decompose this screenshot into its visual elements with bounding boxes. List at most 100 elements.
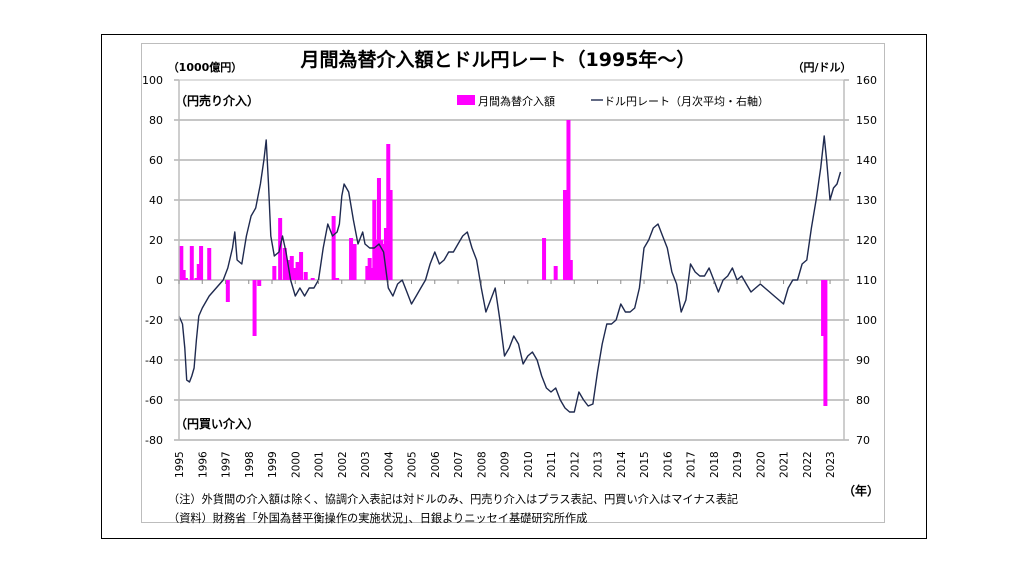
intervention-bar	[562, 190, 567, 280]
legend: 月間為替介入額 ドル円レート（月次平均・右軸）	[457, 94, 769, 108]
x-tick-label: 1998	[244, 451, 256, 478]
right-tick-label: 130	[856, 194, 877, 207]
intervention-bar	[289, 256, 294, 280]
left-tick-label: -40	[145, 354, 163, 367]
x-tick-label: 2007	[453, 451, 465, 478]
x-tick-label: 2012	[569, 451, 581, 478]
annotation-yen-selling: （円売り介入）	[175, 93, 259, 108]
left-tick-label: -60	[145, 394, 163, 407]
line-series	[178, 135, 842, 413]
x-tick-label: 1999	[267, 451, 279, 478]
right-tick-label: 150	[856, 114, 877, 127]
intervention-bar	[282, 248, 287, 280]
x-tick-label: 2009	[500, 451, 512, 478]
x-tick-label: 2023	[825, 451, 837, 478]
intervention-bar	[225, 280, 230, 302]
intervention-bar	[252, 280, 257, 336]
intervention-bar	[299, 252, 304, 280]
intervention-bar	[183, 278, 188, 280]
x-tick-label: 1995	[174, 451, 186, 478]
intervention-bar	[310, 278, 315, 280]
intervention-bar	[568, 260, 573, 280]
intervention-bar	[374, 240, 379, 280]
intervention-bar	[331, 216, 336, 280]
note-line-2: （資料）財務省「外国為替平衡操作の実施状況」、日銀よりニッセイ基礎研究所作成	[168, 511, 587, 525]
x-tick-label: 2021	[779, 451, 791, 478]
intervention-bar	[303, 272, 308, 280]
right-tick-label: 160	[856, 74, 877, 87]
x-axis-unit: （年）	[843, 483, 879, 498]
x-tick-label: 2016	[662, 451, 674, 478]
intervention-bar	[566, 120, 571, 280]
x-tick-label: 2017	[686, 451, 698, 478]
left-tick-label: -20	[145, 314, 163, 327]
x-tick-label: 2020	[755, 451, 767, 478]
intervention-bar	[181, 270, 186, 280]
x-tick-label: 2019	[732, 451, 744, 478]
left-tick-label: 80	[149, 114, 163, 127]
intervention-bar	[295, 262, 300, 280]
intervention-bar	[207, 248, 212, 280]
left-tick-label: 100	[142, 74, 163, 87]
note-line-1: （注）外貨間の介入額は除く、協調介入表記は対ドルのみ、円売り介入はプラス表記、円…	[168, 492, 738, 506]
x-tick-label: 2001	[314, 451, 326, 478]
legend-line-label: ドル円レート（月次平均・右軸）	[604, 94, 769, 108]
chart-frame	[141, 43, 885, 523]
x-tick-label: 2000	[290, 451, 302, 478]
right-tick-label: 70	[856, 434, 870, 447]
intervention-bar	[352, 244, 357, 280]
x-tick-label: 2015	[639, 451, 651, 478]
intervention-bar	[542, 238, 547, 280]
x-tick-label: 2004	[383, 451, 395, 478]
intervention-bar	[383, 228, 388, 280]
x-tick-label: 2003	[360, 451, 372, 478]
bar-series	[179, 120, 828, 406]
chart-title: 月間為替介入額とドル円レート（1995年～）	[300, 48, 696, 71]
left-tick-label: 0	[156, 274, 163, 287]
x-tick-label: 2010	[523, 451, 535, 478]
intervention-bar	[821, 280, 826, 336]
x-tick-label: 2014	[616, 451, 628, 478]
x-tick-label: 2018	[709, 451, 721, 478]
left-tick-label: 60	[149, 154, 163, 167]
left-tick-label: 20	[149, 234, 163, 247]
intervention-bar	[196, 264, 201, 280]
intervention-bar	[367, 258, 372, 280]
x-tick-label: 2022	[802, 451, 814, 478]
intervention-bar	[379, 240, 384, 280]
intervention-bar	[381, 244, 386, 280]
intervention-bar	[553, 266, 558, 280]
annotation-yen-buying: （円買い介入）	[175, 416, 259, 431]
intervention-bar	[189, 246, 194, 280]
x-tick-label: 1997	[221, 451, 233, 478]
intervention-bar	[376, 178, 381, 280]
right-tick-label: 140	[856, 154, 877, 167]
x-tick-label: 2013	[593, 451, 605, 478]
right-tick-label: 120	[856, 234, 877, 247]
x-tick-label: 2006	[430, 451, 442, 478]
intervention-bar	[335, 278, 340, 280]
intervention-bar	[823, 280, 828, 406]
legend-bar-swatch	[457, 95, 475, 105]
axes: 100 80 60 40 20 0 -20 -40 -60 -80 160 150 140 130 120 1…	[142, 74, 877, 478]
left-tick-label: 40	[149, 194, 163, 207]
left-axis-unit: （1000億円）	[168, 60, 243, 74]
x-tick-label: 2005	[407, 451, 419, 478]
right-tick-label: 80	[856, 394, 870, 407]
right-axis-unit: （円/ドル）	[792, 61, 851, 74]
legend-bar-label: 月間為替介入額	[478, 94, 555, 108]
intervention-bar	[179, 246, 184, 280]
intervention-bar	[272, 266, 277, 280]
x-tick-label: 2008	[476, 451, 488, 478]
intervention-bar	[199, 246, 204, 280]
intervention-bar	[293, 268, 298, 280]
intervention-bar	[388, 190, 393, 280]
intervention-bar	[369, 268, 374, 280]
intervention-bar	[349, 238, 354, 280]
right-tick-label: 100	[856, 314, 877, 327]
x-tick-label: 2002	[337, 451, 349, 478]
usdjpy-rate-line	[178, 135, 842, 413]
intervention-bar	[257, 280, 262, 286]
right-tick-label: 110	[856, 274, 877, 287]
